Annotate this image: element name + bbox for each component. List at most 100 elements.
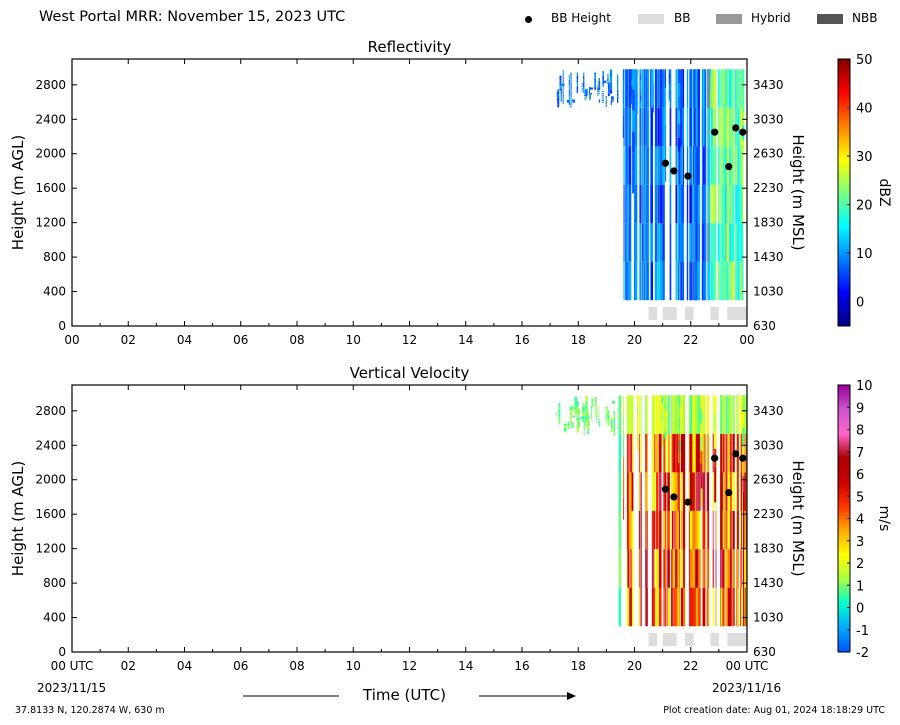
y-tick-label: 2800 — [35, 78, 66, 92]
data-cell — [640, 433, 642, 473]
data-cell — [584, 95, 587, 96]
data-cell — [656, 395, 659, 434]
data-cell — [595, 402, 597, 404]
data-cell — [602, 76, 604, 79]
colorbar-label-0: dBZ — [876, 178, 892, 206]
data-cell — [681, 549, 683, 588]
data-cell — [694, 587, 697, 627]
colorbar-tick-label: 6 — [856, 468, 864, 483]
colorbar-tick-label: 10 — [856, 247, 873, 262]
bb-height-point-5 — [732, 450, 740, 458]
data-cell — [698, 549, 701, 588]
y-axis-label-0: Height (m AGL) — [9, 135, 27, 250]
data-cell — [652, 549, 654, 588]
data-cell — [597, 407, 600, 409]
data-cell — [558, 419, 561, 423]
data-cell — [707, 433, 710, 473]
data-cell — [594, 83, 596, 87]
data-cell — [562, 75, 564, 82]
data-cell — [607, 416, 609, 419]
data-cell — [560, 94, 562, 97]
data-cell — [639, 261, 642, 301]
data-cell — [652, 587, 654, 627]
data-cell — [577, 410, 581, 412]
data-cell — [656, 549, 659, 588]
data-cell — [627, 587, 630, 627]
data-cell — [717, 107, 720, 147]
data-cell — [626, 107, 628, 147]
data-cell — [695, 223, 698, 262]
data-cell — [623, 223, 625, 262]
data-cell — [744, 472, 746, 511]
bb-flag-0 — [648, 307, 657, 320]
data-cell — [570, 80, 572, 85]
data-cell — [673, 433, 676, 473]
data-cell — [700, 469, 703, 489]
data-cell — [741, 146, 744, 185]
data-cell — [634, 184, 638, 224]
data-cell — [592, 404, 594, 406]
y-tick-label: 2800 — [35, 404, 66, 418]
data-cell — [563, 423, 567, 426]
data-cell — [574, 396, 577, 400]
y2-tick-label: 2630 — [753, 473, 784, 487]
data-cell — [630, 549, 632, 588]
data-cell — [626, 223, 628, 262]
y2-tick-label: 3430 — [753, 404, 784, 418]
data-cell — [591, 399, 593, 401]
data-cell — [694, 549, 697, 588]
data-cell — [574, 399, 577, 403]
data-cell — [662, 69, 665, 108]
data-cell — [601, 101, 605, 103]
data-cell — [663, 549, 666, 588]
y-tick-label: 1200 — [35, 216, 66, 230]
data-cell — [712, 395, 714, 434]
data-cell — [617, 96, 619, 99]
data-cell — [689, 549, 691, 588]
data-cell — [556, 99, 560, 101]
data-cell — [613, 431, 616, 437]
data-cell — [628, 223, 632, 262]
data-cell — [654, 433, 656, 473]
data-cell — [677, 223, 679, 262]
data-cell — [571, 426, 574, 428]
data-cell — [630, 92, 633, 99]
data-cell — [698, 69, 700, 108]
data-cell — [675, 184, 678, 224]
data-cell — [626, 146, 628, 185]
data-cell — [707, 587, 710, 627]
data-cell — [569, 408, 572, 410]
data-cell — [694, 223, 696, 262]
data-cell — [638, 395, 640, 434]
data-cell — [655, 69, 658, 108]
data-cell — [742, 427, 745, 444]
data-cell — [601, 97, 605, 99]
data-cell — [721, 69, 724, 108]
data-cell — [613, 427, 616, 432]
data-cell — [574, 405, 577, 408]
data-cell — [704, 549, 706, 588]
data-cell — [585, 406, 588, 412]
data-cell — [583, 89, 585, 93]
data-cell — [598, 420, 601, 422]
data-cell — [710, 107, 713, 147]
data-cell — [643, 261, 646, 301]
data-cell — [594, 72, 596, 76]
data-cell — [676, 549, 680, 588]
data-cell — [594, 81, 596, 84]
data-cell — [670, 587, 672, 627]
data-cell — [669, 184, 672, 224]
data-cell — [639, 107, 642, 147]
data-cell — [610, 102, 612, 103]
data-cell — [694, 395, 697, 434]
data-cell — [654, 395, 656, 434]
data-cell — [642, 261, 644, 301]
data-cell — [723, 587, 724, 627]
colorbar-tick-label: 8 — [856, 424, 864, 439]
data-cell — [737, 549, 739, 588]
data-cell — [689, 510, 691, 550]
data-cell — [628, 261, 632, 301]
x-tick-label: 02 — [121, 333, 136, 347]
data-cell — [618, 395, 622, 434]
data-cell — [626, 184, 628, 224]
